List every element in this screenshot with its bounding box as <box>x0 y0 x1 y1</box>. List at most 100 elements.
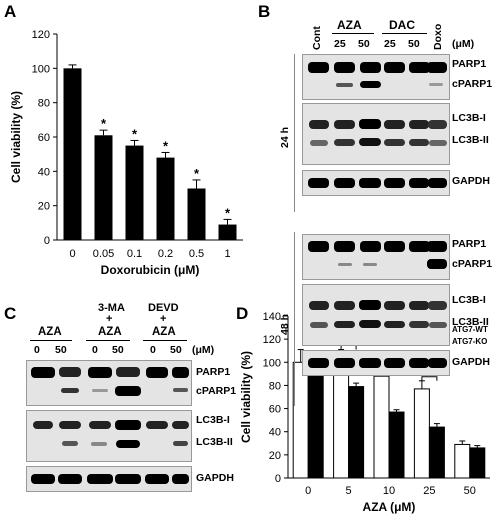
d-y-tick-label: 140 <box>263 311 281 323</box>
a-y-axis-label: Cell viability (%) <box>9 91 23 183</box>
d-bar-atg7-wt <box>333 360 350 479</box>
a-bar <box>218 224 237 240</box>
a-bar <box>187 188 206 240</box>
band-label-c-lc3b1: LC3B-I <box>196 414 230 426</box>
bracket-48h <box>294 232 295 406</box>
d-legend-label-atg7-wt: ATG7-WT <box>452 325 488 334</box>
a-significance-mark: * <box>101 116 107 131</box>
strip-24h-parp <box>302 54 450 100</box>
d-y-tick-label: 20 <box>269 450 281 462</box>
time-label-24h: 24 h <box>279 126 291 148</box>
dose-aza-50: 50 <box>358 38 370 50</box>
a-significance-mark: * <box>225 205 231 220</box>
a-x-tick-label: 0.05 <box>93 248 114 260</box>
a-y-tick-label: 120 <box>32 29 50 41</box>
band-label-24h-cparp1: cPARP1 <box>452 78 493 90</box>
d-y-tick-label: 100 <box>263 357 281 369</box>
d-x-axis-label: AZA (μM) <box>363 500 416 514</box>
d-bar-atg7-ko <box>348 386 365 479</box>
a-y-tick-label: 40 <box>38 166 50 178</box>
a-x-tick-label: 0.1 <box>127 248 142 260</box>
a-y-tick-label: 100 <box>32 63 50 75</box>
a-significance-mark: * <box>194 166 200 181</box>
d-bar-atg7-wt <box>413 388 430 479</box>
d-bar-atg7-ko <box>307 361 324 479</box>
lane-label-dac: DAC <box>389 18 415 32</box>
d-x-tick-label: 5 <box>346 485 352 497</box>
band-label-c-gapdh: GAPDH <box>196 472 234 484</box>
a-y-tick-label: 20 <box>38 201 50 213</box>
d-significance-bracket <box>421 376 438 381</box>
strip-c-gapdh <box>26 466 192 492</box>
dose-c-3: 0 <box>92 344 98 356</box>
d-bar-atg7-ko <box>469 447 486 479</box>
dac-underline <box>382 33 427 34</box>
chart-a-doxorubicin-viability: 0 20 40 60 80 100 120 0 0.05 * 0.1 * 0.2 * 0.5 * 1 * Doxor… <box>9 29 243 277</box>
group-label-devd: DEVD <box>148 302 179 314</box>
strip-48h-lc3b <box>302 284 450 346</box>
d-y-tick-label: 120 <box>263 334 281 346</box>
d-bar-atg7-wt <box>454 443 471 479</box>
dose-dac-25: 25 <box>384 38 396 50</box>
d-y-axis-label: Cell viability (%) <box>239 351 253 443</box>
group-label-3ma: 3-MA <box>98 302 125 314</box>
band-label-48h-cparp1: cPARP1 <box>452 258 493 270</box>
d-legend-label-atg7-ko: ATG7-KO <box>452 337 487 346</box>
chart-d-aza-viability: 02040608010012014005*10*25*50ATG7-WTATG7… <box>239 311 490 514</box>
strip-48h-parp <box>302 234 450 280</box>
band-label-24h-parp1: PARP1 <box>452 58 487 70</box>
band-label-24h-lc3b1: LC3B-I <box>452 112 486 124</box>
group-c-underline-1 <box>30 340 72 341</box>
band-label-c-cparp1: cPARP1 <box>196 385 237 397</box>
panel-letter-d: D <box>236 304 249 323</box>
unit-label-c: (μM) <box>192 344 215 356</box>
strip-c-parp <box>26 360 192 406</box>
a-bar <box>156 157 175 240</box>
strip-c-lc3b <box>26 410 192 462</box>
a-bar <box>94 135 113 240</box>
lane-label-aza: AZA <box>337 18 362 32</box>
lane-label-doxo: Doxo <box>432 23 444 50</box>
panel-letter-c: C <box>4 304 17 323</box>
a-x-tick-label: 0 <box>69 248 75 260</box>
d-bar-atg7-wt <box>292 361 309 479</box>
strip-24h-gapdh <box>302 170 450 196</box>
group-label-plus-1: + <box>106 313 113 325</box>
a-bar <box>125 145 144 240</box>
bracket-24h <box>294 54 295 212</box>
group-label-aza: AZA <box>38 326 62 338</box>
dose-dac-50: 50 <box>408 38 420 50</box>
a-y-tick-label: 0 <box>44 235 50 247</box>
a-x-tick-label: 1 <box>224 248 230 260</box>
band-label-24h-gapdh: GAPDH <box>452 175 490 187</box>
a-bar <box>63 68 82 240</box>
band-label-24h-lc3b2: LC3B-II <box>452 134 489 146</box>
d-x-tick-label: 50 <box>464 485 476 497</box>
a-significance-mark: * <box>132 126 138 141</box>
a-x-tick-label: 0.5 <box>189 248 204 260</box>
dose-c-4: 50 <box>112 344 124 356</box>
d-y-tick-label: 40 <box>269 427 281 439</box>
d-y-tick-label: 80 <box>269 380 281 392</box>
band-label-48h-parp1: PARP1 <box>452 238 487 250</box>
panel-letter-b: B <box>258 2 271 21</box>
d-x-tick-label: 10 <box>383 485 395 497</box>
panel-letter-a: A <box>4 2 17 21</box>
strip-48h-gapdh <box>302 350 450 376</box>
lane-label-cont: Cont <box>311 26 323 50</box>
group-label-aza-3: AZA <box>152 326 176 338</box>
band-label-48h-lc3b2: LC3B-II <box>452 316 489 328</box>
a-x-tick-label: 0.2 <box>158 248 173 260</box>
a-significance-mark: * <box>163 138 169 153</box>
unit-label-b: (μM) <box>452 38 475 50</box>
band-label-48h-lc3b1: LC3B-I <box>452 294 486 306</box>
d-bar-atg7-ko <box>388 411 405 479</box>
dose-c-1: 0 <box>34 344 40 356</box>
dose-aza-25: 25 <box>334 38 346 50</box>
d-y-tick-label: 60 <box>269 404 281 416</box>
dose-c-6: 50 <box>170 344 182 356</box>
strip-24h-lc3b <box>302 103 450 165</box>
dose-c-5: 0 <box>150 344 156 356</box>
aza-underline <box>332 33 374 34</box>
d-x-tick-label: 25 <box>423 485 435 497</box>
